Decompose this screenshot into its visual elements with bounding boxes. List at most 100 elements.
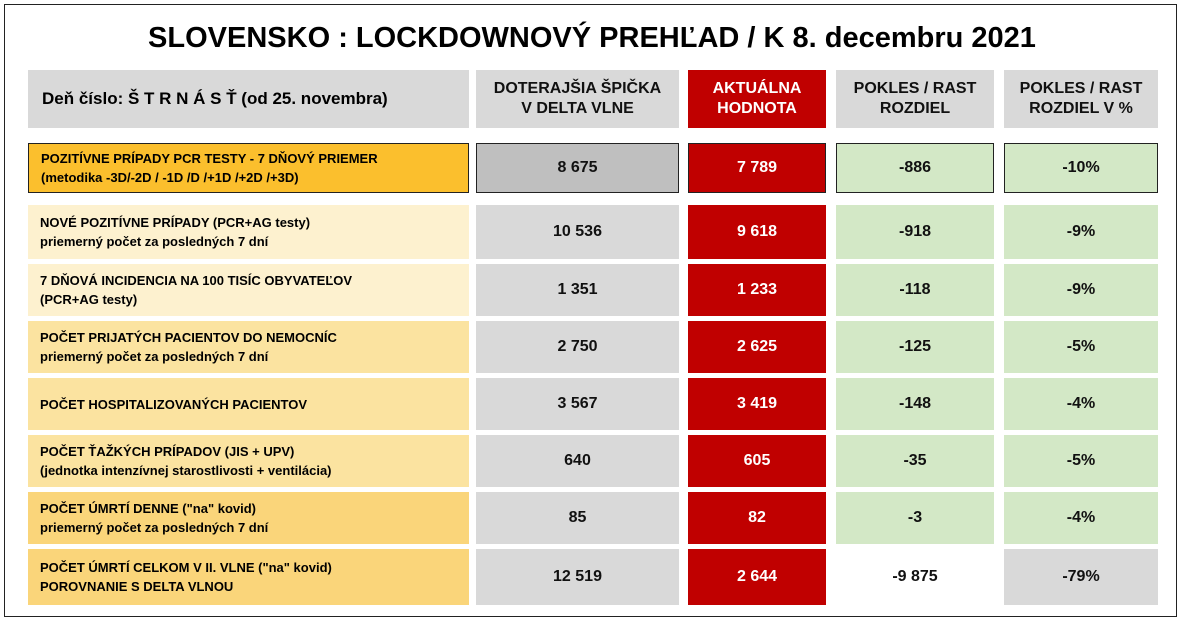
row-label-line: (PCR+AG testy) — [40, 292, 138, 307]
row-label: POČET ÚMRTÍ CELKOM V II. VLNE ("na" kovi… — [28, 549, 469, 605]
cell: -9 875 — [836, 549, 994, 605]
cell-value: 3 419 — [736, 395, 778, 412]
column-header-line: DOTERAJŠIA ŠPIČKA — [493, 80, 662, 97]
cell-value: -5% — [1066, 338, 1096, 355]
row-label-line: (jednotka intenzívnej starostlivosti + v… — [40, 463, 332, 478]
cell: -3 — [836, 492, 994, 544]
row-label-line: 7 DŇOVÁ INCIDENCIA NA 100 TISÍC OBYVATEĽ… — [40, 273, 353, 288]
cell: 605 — [688, 435, 826, 487]
cell: -10% — [1004, 143, 1158, 193]
cell-value: 1 233 — [736, 281, 778, 298]
cell-value: -9 875 — [892, 568, 938, 585]
row-label: POČET HOSPITALIZOVANÝCH PACIENTOV — [28, 378, 469, 430]
cell: -35 — [836, 435, 994, 487]
cell: 7 789 — [688, 143, 826, 193]
row-label-line: POČET ŤAŽKÝCH PRÍPADOV (JIS + UPV) — [40, 444, 295, 459]
cell-value: -5% — [1066, 452, 1096, 469]
cell-value: 9 618 — [736, 223, 778, 240]
cell-value: -148 — [898, 395, 932, 412]
row-label-line: priemerný počet za posledných 7 dní — [40, 349, 269, 364]
cell-value: -4% — [1066, 509, 1096, 526]
column-header-line: AKTUÁLNA — [712, 80, 802, 97]
day-label-text: Deň číslo: Š T R N Á S Ť (od 25. novembr… — [42, 89, 388, 108]
cell: 82 — [688, 492, 826, 544]
cell: 85 — [476, 492, 679, 544]
cell: -9% — [1004, 205, 1158, 259]
row-label-line: NOVÉ POZITÍVNE PRÍPADY (PCR+AG testy) — [40, 215, 311, 230]
cell-value: -9% — [1066, 281, 1096, 298]
column-header: POKLES / RAST ROZDIEL V % — [1004, 70, 1158, 128]
column-header-line: POKLES / RAST — [1019, 80, 1143, 97]
row-label: POZITÍVNE PRÍPADY PCR TESTY - 7 DŇOVÝ PR… — [28, 143, 469, 193]
cell-value: 2 750 — [557, 338, 598, 355]
column-header-line: HODNOTA — [717, 100, 797, 117]
title: SLOVENSKO : LOCKDOWNOVÝ PREHĽAD / K 8. d… — [148, 22, 1036, 54]
cell-value: 2 625 — [736, 338, 778, 355]
cell-value: -79% — [1062, 568, 1100, 585]
cell-value: -9% — [1066, 223, 1096, 240]
cell: 2 750 — [476, 321, 679, 373]
cell: 2 625 — [688, 321, 826, 373]
cell: 3 419 — [688, 378, 826, 430]
cell: -4% — [1004, 492, 1158, 544]
cell-value: -10% — [1062, 159, 1100, 176]
cell-value: -35 — [903, 452, 927, 469]
row-label-line: (metodika -3D/-2D / -1D /D /+1D /+2D /+3… — [41, 170, 299, 185]
column-header-line: ROZDIEL — [879, 100, 951, 117]
row-label-line: POČET ÚMRTÍ DENNE ("na" kovid) — [40, 501, 257, 516]
row-label-line: POROVNANIE S DELTA VLNOU — [40, 579, 234, 594]
column-header-line: POKLES / RAST — [853, 80, 977, 97]
cell-value: -125 — [898, 338, 932, 355]
cell: -5% — [1004, 435, 1158, 487]
cell-value: -4% — [1066, 395, 1096, 412]
cell: 10 536 — [476, 205, 679, 259]
frame — [4, 4, 1177, 617]
cell: -5% — [1004, 321, 1158, 373]
cell: -125 — [836, 321, 994, 373]
cell: -118 — [836, 264, 994, 316]
cell: 1 233 — [688, 264, 826, 316]
cell-value: 1 351 — [557, 281, 598, 298]
cell: -148 — [836, 378, 994, 430]
cell-value: 2 644 — [736, 568, 778, 585]
cell-value: 12 519 — [553, 568, 602, 585]
row-label-line: priemerný počet za posledných 7 dní — [40, 520, 269, 535]
cell: 640 — [476, 435, 679, 487]
column-header: POKLES / RAST ROZDIEL — [836, 70, 994, 128]
cell-value: 3 567 — [557, 395, 598, 412]
column-header: DOTERAJŠIA ŠPIČKA V DELTA VLNE — [476, 70, 679, 128]
cell: 8 675 — [476, 143, 679, 193]
row-label: POČET ŤAŽKÝCH PRÍPADOV (JIS + UPV) (jedno… — [28, 435, 469, 487]
cell: 2 644 — [688, 549, 826, 605]
cell-value: -118 — [899, 281, 931, 298]
cell: -9% — [1004, 264, 1158, 316]
column-header: AKTUÁLNA HODNOTA — [688, 70, 826, 128]
cell-value: -918 — [898, 223, 932, 240]
row-label-line: POČET HOSPITALIZOVANÝCH PACIENTOV — [40, 396, 308, 412]
cell: 9 618 — [688, 205, 826, 259]
cell-value: -3 — [907, 509, 923, 526]
row-label: POČET PRIJATÝCH PACIENTOV DO NEMOCNÍC pri… — [28, 321, 469, 373]
row-label-line: priemerný počet za posledných 7 dní — [40, 234, 269, 249]
row-label: 7 DŇOVÁ INCIDENCIA NA 100 TISÍC OBYVATEĽ… — [28, 264, 469, 316]
cell-value: 7 789 — [736, 159, 778, 176]
row-label: NOVÉ POZITÍVNE PRÍPADY (PCR+AG testy) pri… — [28, 205, 469, 259]
cell-value: 605 — [743, 452, 771, 469]
column-header-line: V DELTA VLNE — [521, 100, 634, 117]
cell: 12 519 — [476, 549, 679, 605]
cell-value: 82 — [748, 509, 766, 526]
row-label: POČET ÚMRTÍ DENNE ("na" kovid) priemerný … — [28, 492, 469, 544]
row-label-line: POČET ÚMRTÍ CELKOM V II. VLNE ("na" kovi… — [40, 560, 332, 575]
cell-value: -886 — [898, 159, 932, 176]
column-header-line: ROZDIEL V % — [1029, 100, 1133, 117]
cell-value: 8 675 — [557, 159, 598, 176]
day-label: Deň číslo: Š T R N Á S Ť (od 25. novembr… — [28, 70, 469, 128]
cell-value: 85 — [568, 509, 587, 526]
cell: -4% — [1004, 378, 1158, 430]
cell: -886 — [836, 143, 994, 193]
cell-value: 10 536 — [553, 223, 602, 240]
cell: 1 351 — [476, 264, 679, 316]
row-label-line: POZITÍVNE PRÍPADY PCR TESTY - 7 DŇOVÝ PR… — [41, 151, 378, 166]
cell: -918 — [836, 205, 994, 259]
